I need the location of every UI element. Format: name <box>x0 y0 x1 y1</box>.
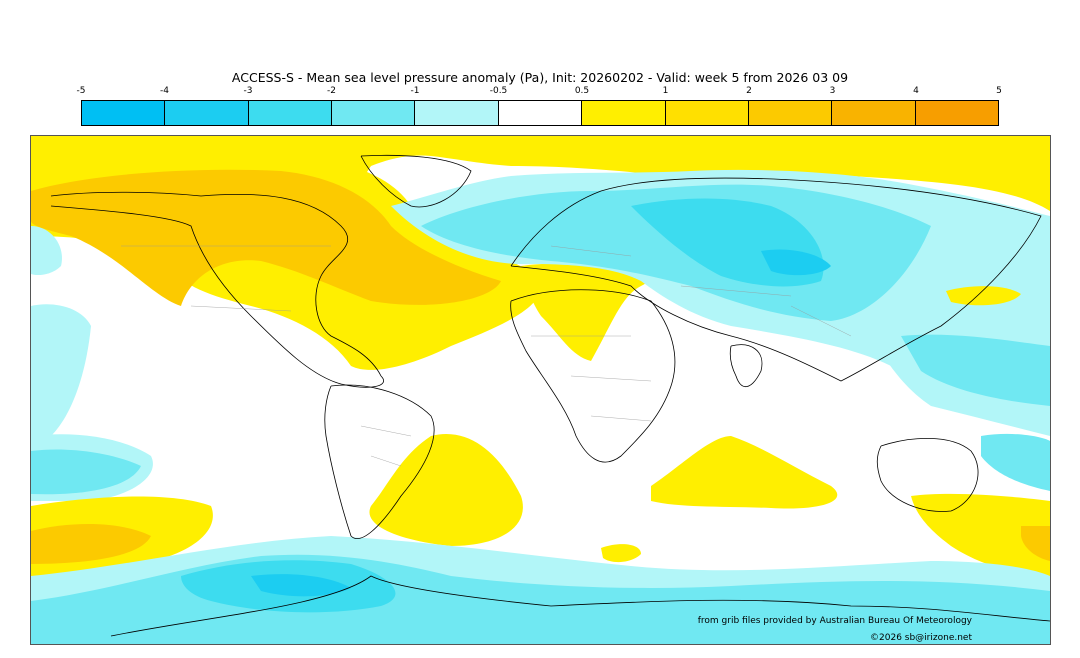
colorbar-tick: -5 <box>76 86 86 96</box>
border-south-america <box>360 425 412 467</box>
border-usa-mexico <box>190 305 292 312</box>
colorbar-cell <box>665 101 749 125</box>
coastlines <box>50 154 1050 637</box>
colorbar-tick: -1 <box>410 86 420 96</box>
colorbar-tick: -4 <box>160 86 169 96</box>
colorbar-tick-labels: -5 -4 -3 -2 -1 -0.5 0.5 1 2 3 4 5 <box>77 86 1002 98</box>
coastline-south-america <box>324 384 435 539</box>
anomaly-region-central-asia-core <box>761 249 831 276</box>
anomaly-region-south-atlantic-positive <box>369 434 523 546</box>
anomaly-map <box>30 135 1051 645</box>
colorbar-tick: 5 <box>996 86 1002 96</box>
colorbar-cell <box>832 101 916 125</box>
anomaly-region-north-pacific-negative <box>31 226 62 276</box>
coastline-eurasia <box>510 177 1042 382</box>
colorbar-cell <box>915 101 998 125</box>
anomaly-region-north-america-core <box>31 169 501 306</box>
map-title: ACCESS-S - Mean sea level pressure anoma… <box>231 70 849 85</box>
anomaly-map-canvas <box>31 136 1050 644</box>
colorbar-tick: -2 <box>327 86 336 96</box>
anomaly-region-indian-ocean-positive <box>651 436 838 509</box>
data-source-credit: from grib files provided by Australian B… <box>697 616 972 626</box>
anomaly-region-north-pacific-positive <box>946 286 1021 306</box>
anomaly-region-antarctic-inner <box>251 574 351 597</box>
coastline-australia <box>876 437 979 512</box>
colorbar-tick: -3 <box>243 86 253 96</box>
anomaly-region-southeast-pacific-core <box>31 524 151 564</box>
anomaly-region-south-africa-positive <box>601 544 641 563</box>
colorbar-tick: 1 <box>662 86 669 96</box>
colorbar-cell <box>165 101 249 125</box>
colorbar <box>81 100 999 126</box>
border-eurasia <box>550 245 852 337</box>
coastline-antarctica <box>110 575 1050 637</box>
border-africa <box>531 335 652 422</box>
anomaly-region-eurasia-negative-mid <box>421 184 931 321</box>
anomaly-region-south-pacific-mid <box>31 449 141 495</box>
colorbar-tick: 3 <box>829 86 836 96</box>
coastline-india <box>729 344 763 388</box>
colorbar-cell <box>332 101 416 125</box>
copyright-notice: ©2026 sb@irizone.net <box>870 633 972 643</box>
colorbar-cell <box>748 101 833 125</box>
colorbar-cell <box>582 101 666 125</box>
anomaly-region-mediterranean-positive <box>521 263 652 361</box>
coastline-africa <box>510 289 676 463</box>
colorbar-cell <box>415 101 499 125</box>
anomaly-region-australia-east-negative <box>981 433 1050 491</box>
colorbar-tick: 0.5 <box>574 86 590 96</box>
colorbar-tick: 2 <box>746 86 752 96</box>
colorbar-tick: -0.5 <box>489 86 508 96</box>
anomaly-region-tasman-core <box>1021 526 1050 561</box>
coastline-north-america <box>50 191 384 388</box>
anomaly-region-east-pacific-negative <box>31 304 91 436</box>
colorbar-cell <box>498 101 583 125</box>
colorbar-tick: 4 <box>913 86 919 96</box>
anomaly-region-west-pacific-mid <box>901 334 1050 406</box>
colorbar-cell <box>82 101 166 125</box>
coastline-greenland <box>360 154 472 208</box>
country-borders <box>121 245 852 467</box>
colorbar-cell <box>248 101 333 125</box>
anomaly-region-tasman-positive <box>911 493 1050 576</box>
